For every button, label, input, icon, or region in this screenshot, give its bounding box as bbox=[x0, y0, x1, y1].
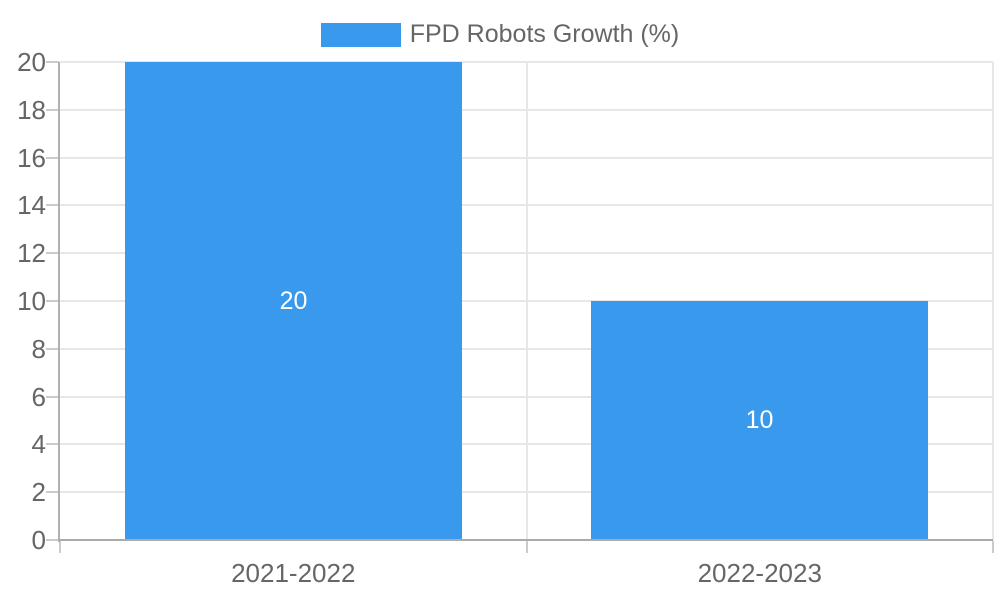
bar-value-label: 20 bbox=[279, 286, 308, 315]
y-axis-tick bbox=[46, 443, 59, 446]
legend-item[interactable]: FPD Robots Growth (%) bbox=[320, 20, 680, 49]
y-axis-tick bbox=[46, 204, 59, 207]
x-axis-tick bbox=[525, 541, 528, 553]
y-axis-tick-label: 16 bbox=[17, 142, 46, 173]
bar-2022-2023[interactable]: 10 bbox=[591, 301, 928, 540]
y-axis-tick bbox=[46, 395, 59, 398]
y-axis-tick bbox=[46, 539, 59, 541]
x-axis-line bbox=[58, 539, 993, 541]
y-axis-tick bbox=[46, 61, 59, 63]
y-axis-tick-label: 10 bbox=[17, 286, 46, 316]
x-axis-tick bbox=[992, 541, 994, 553]
x-gridline bbox=[525, 62, 528, 540]
y-axis-tick-label: 12 bbox=[17, 238, 46, 269]
bar-value-label: 10 bbox=[745, 406, 774, 434]
y-axis-tick bbox=[46, 300, 59, 302]
x-axis-category-label: 2022-2023 bbox=[697, 558, 822, 588]
x-axis-tick bbox=[59, 541, 61, 553]
y-axis-tick-label: 18 bbox=[17, 94, 46, 125]
y-axis-tick bbox=[46, 347, 59, 350]
legend-label: FPD Robots Growth (%) bbox=[409, 20, 680, 48]
y-axis-tick-label: 2 bbox=[31, 477, 46, 508]
y-axis-tick bbox=[46, 252, 59, 255]
x-gridline bbox=[992, 62, 994, 540]
y-axis-tick-label: 14 bbox=[17, 190, 46, 221]
y-axis-tick-label: 6 bbox=[31, 381, 46, 412]
y-axis-tick bbox=[46, 156, 59, 159]
y-axis-tick-label: 4 bbox=[31, 429, 46, 460]
y-axis-tick bbox=[46, 108, 59, 111]
y-axis-line bbox=[58, 62, 60, 542]
y-axis-tick bbox=[46, 491, 59, 494]
y-axis-tick-label: 8 bbox=[31, 333, 46, 364]
legend: FPD Robots Growth (%) bbox=[0, 20, 1000, 49]
y-axis-tick-label: 0 bbox=[31, 525, 46, 555]
x-axis-category-label: 2021-2022 bbox=[231, 558, 356, 588]
y-axis-tick-label: 20 bbox=[17, 47, 46, 77]
legend-swatch bbox=[320, 22, 401, 47]
bar-2021-2022[interactable]: 20 bbox=[125, 62, 462, 540]
